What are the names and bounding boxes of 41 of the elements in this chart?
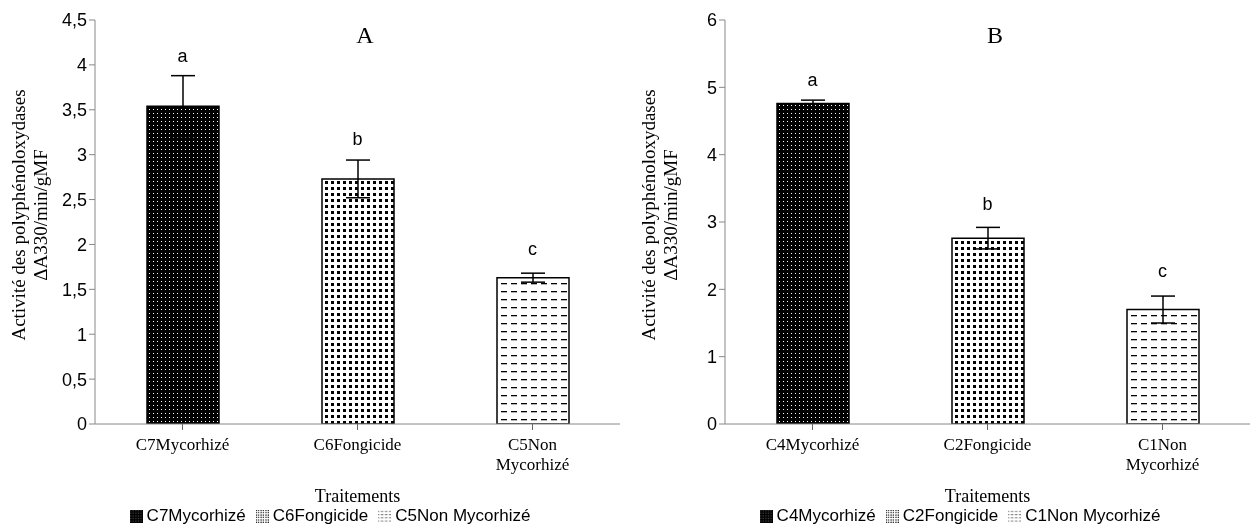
y-tick-label: 1 <box>706 347 717 368</box>
legend-label: C6Fongicide <box>272 506 369 525</box>
y-tick-label: 3,5 <box>61 100 87 121</box>
y-tick-label: 2 <box>76 234 87 255</box>
legend-label: C2Fongicide <box>902 506 999 525</box>
chart-title: B <box>986 22 1003 48</box>
x-tick-label: C6Fongicide <box>313 435 402 454</box>
legend-label: C5Non Mycorhizé <box>395 506 531 525</box>
chart-title: A <box>356 22 374 48</box>
x-tick-label: C5Non Mycorhizé <box>495 435 570 474</box>
y-tick-label: 2 <box>706 279 717 300</box>
y-tick-label: 4,5 <box>61 10 87 31</box>
annotation: b <box>982 194 993 215</box>
annotation: c <box>1158 261 1167 282</box>
x-tick-label: C1Non Mycorhizé <box>1125 435 1200 474</box>
y-tick-label: 0 <box>706 414 717 435</box>
x-axis-title: Traitements <box>314 486 401 506</box>
x-tick-label: C7Mycorhizé <box>135 435 230 454</box>
y-axis-title: Activité des polyphénoloxydases ΔA330/min/gMF <box>8 89 51 341</box>
annotation: b <box>352 128 363 149</box>
y-tick-label: 1,5 <box>61 279 87 300</box>
y-tick-label: 4 <box>706 145 717 166</box>
y-tick-label: 5 <box>706 77 717 98</box>
y-axis-title: Activité des polyphénoloxydases ΔA330/min/gMF <box>638 89 681 341</box>
y-tick-label: 3 <box>706 212 717 233</box>
y-tick-label: 0 <box>76 414 87 435</box>
y-tick-label: 2,5 <box>61 189 87 210</box>
y-tick-label: 6 <box>706 10 717 31</box>
y-tick-label: 4 <box>76 55 87 76</box>
legend-label: C4Mycorhizé <box>776 506 876 525</box>
y-tick-label: 1 <box>76 324 87 345</box>
y-tick-label: 0,5 <box>61 369 87 390</box>
x-tick-label: C2Fongicide <box>943 435 1032 454</box>
y-tick-label: 3 <box>76 145 87 166</box>
x-tick-label: C4Mycorhizé <box>765 435 860 454</box>
x-axis-title: Traitements <box>944 486 1031 506</box>
legend-label: C7Mycorhizé <box>146 506 246 525</box>
annotation: a <box>177 46 189 67</box>
legend-label: C1Non Mycorhizé <box>1025 506 1161 525</box>
annotation: a <box>807 70 819 91</box>
annotation: c <box>528 238 537 259</box>
